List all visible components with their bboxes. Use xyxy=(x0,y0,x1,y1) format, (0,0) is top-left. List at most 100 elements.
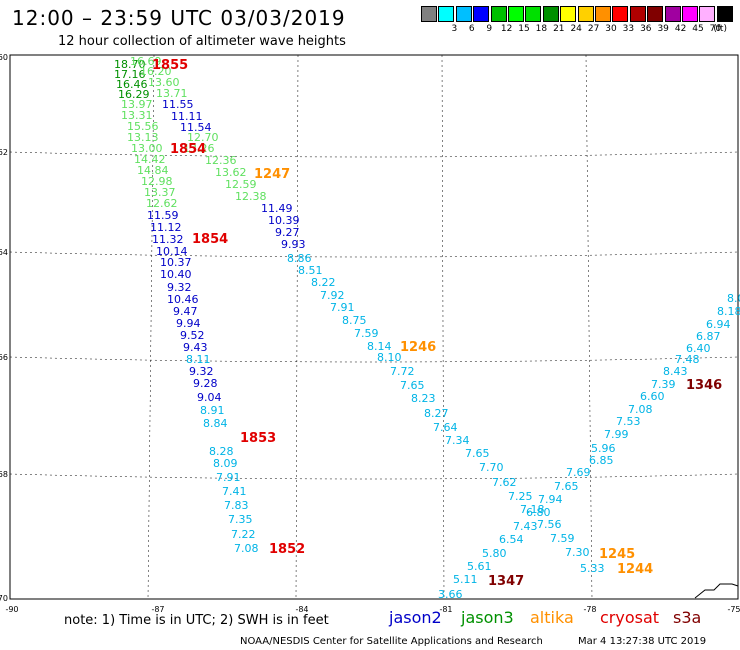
wave-height-label: 10.40 xyxy=(160,268,192,281)
wave-height-label: 7.25 xyxy=(508,490,533,503)
wave-height-label: 6.87 xyxy=(696,330,721,343)
legend-level-label: 12 xyxy=(500,24,513,34)
wave-height-label: 6.85 xyxy=(589,454,614,467)
legend-swatch xyxy=(473,6,490,22)
wave-height-label: 11.49 xyxy=(261,202,293,215)
latitude-line xyxy=(9,251,739,258)
wave-height-label: 16.29 xyxy=(118,88,150,101)
legend-level-label: 39 xyxy=(657,24,669,34)
footnote: note: 1) Time is in UTC; 2) SWH is in fe… xyxy=(64,613,329,628)
wave-height-label: 6.94 xyxy=(706,318,731,331)
pass-time-label: 1346 xyxy=(686,378,722,393)
wave-height-label: 11.54 xyxy=(180,121,212,134)
legend-level-label: 42 xyxy=(674,24,687,34)
wave-height-label: 8.11 xyxy=(186,353,211,366)
wave-height-label: 7.65 xyxy=(554,480,579,493)
wave-height-label: 7.41 xyxy=(222,485,247,498)
legend-swatch xyxy=(699,6,716,22)
wave-height-label: 8.10 xyxy=(377,351,402,364)
page-subtitle: 12 hour collection of altimeter wave hei… xyxy=(58,34,346,49)
wave-height-label: 7.64 xyxy=(433,421,458,434)
wave-height-label: 8.84 xyxy=(203,417,228,430)
wave-height-label: 16.46 xyxy=(116,78,148,91)
legend-swatch xyxy=(560,6,577,22)
wave-height-label: 11.59 xyxy=(147,209,179,222)
satellite-name: s3a xyxy=(673,608,702,627)
legend-swatch xyxy=(455,6,472,22)
longitude-line xyxy=(295,54,299,600)
latitude-tick-label: -66 xyxy=(0,353,8,362)
latitude-tick-label: -62 xyxy=(0,148,8,157)
satellite-name: jason2 xyxy=(389,608,442,627)
wave-height-label: 11.12 xyxy=(150,221,182,234)
legend-swatch xyxy=(612,6,629,22)
latitude-line xyxy=(9,356,739,363)
wave-height-label: 17.16 xyxy=(114,68,146,81)
legend-swatch xyxy=(647,6,664,22)
pass-time-label: 1246 xyxy=(400,340,436,355)
wave-height-label: 5.61 xyxy=(467,560,492,573)
latitude-tick-label: -70 xyxy=(0,594,8,603)
wave-height-label: 7.56 xyxy=(537,518,562,531)
wave-height-label: 6.40 xyxy=(686,342,711,355)
wave-height-label: 15.56 xyxy=(127,120,159,133)
wave-height-label: 18.70 xyxy=(114,58,146,71)
wave-height-label: 8.43 xyxy=(663,365,688,378)
legend-swatch xyxy=(525,6,542,22)
legend-swatch xyxy=(595,6,611,22)
pass-time-label: 1854 xyxy=(170,142,206,157)
legend-level-label: 36 xyxy=(640,24,652,34)
wave-height-label: 14.84 xyxy=(137,164,169,177)
legend-level-label: 9 xyxy=(486,24,493,34)
wave-height-label: 7.59 xyxy=(354,327,379,340)
wave-height-label: 7.65 xyxy=(465,447,490,460)
longitude-line xyxy=(441,54,445,600)
wave-height-label: 10.39 xyxy=(268,214,300,227)
wave-height-label: 7.65 xyxy=(400,379,425,392)
wave-height-label: 10.37 xyxy=(160,256,192,269)
pass-time-label: 1347 xyxy=(488,574,524,589)
wave-height-label: 6.80 xyxy=(526,506,551,519)
wave-height-label: 8.51 xyxy=(298,264,323,277)
legend-level-label: 15 xyxy=(518,24,530,34)
wave-height-label: 7.99 xyxy=(604,428,629,441)
wave-height-label: 9.32 xyxy=(189,365,214,378)
wave-height-label: 13.62 xyxy=(215,166,247,179)
wave-height-label: 11.11 xyxy=(171,110,203,123)
legend-level-label: 70 xyxy=(709,24,722,34)
wave-height-label: 7.59 xyxy=(550,532,575,545)
legend-swatch xyxy=(421,6,437,22)
wave-height-label: 7.94 xyxy=(538,493,563,506)
pass-time-label: 1244 xyxy=(617,562,653,577)
legend-unit: (ft) xyxy=(713,24,727,34)
wave-height-label: 7.92 xyxy=(320,289,345,302)
wave-height-label: 12.70 xyxy=(187,131,219,144)
wave-height-label: 16.20 xyxy=(140,65,172,78)
coastline xyxy=(694,583,739,599)
legend-swatch xyxy=(490,6,507,22)
latitude-tick-label: -60 xyxy=(0,53,8,62)
wave-height-label: 5.33 xyxy=(580,562,605,575)
pass-time-label: 1852 xyxy=(269,542,305,557)
satellite-name: cryosat xyxy=(600,608,660,627)
longitude-line xyxy=(585,54,593,600)
legend-swatch xyxy=(508,6,524,22)
wave-height-label: 7.35 xyxy=(228,513,253,526)
legend-swatch xyxy=(682,6,698,22)
wave-height-label: 13.00 xyxy=(131,142,163,155)
credit-line: NOAA/NESDIS Center for Satellite Applica… xyxy=(240,636,543,647)
wave-height-label: 7.91 xyxy=(216,471,241,484)
longitude-tick-label: -90 xyxy=(5,605,18,614)
latitude-tick-label: -64 xyxy=(0,248,8,257)
pass-time-label: 1854 xyxy=(192,232,228,247)
wave-height-label: 13.31 xyxy=(121,109,153,122)
wave-height-label: 12.36 xyxy=(205,154,237,167)
wave-height-label: 7.08 xyxy=(628,403,653,416)
wave-height-label: 8.23 xyxy=(411,392,436,405)
wave-height-label: 14.42 xyxy=(134,153,166,166)
wave-height-label: 7.39 xyxy=(651,378,676,391)
longitude-tick-label: -81 xyxy=(439,605,452,614)
wave-height-label: 7.30 xyxy=(565,546,590,559)
wave-height-label: 7.08 xyxy=(234,542,259,555)
